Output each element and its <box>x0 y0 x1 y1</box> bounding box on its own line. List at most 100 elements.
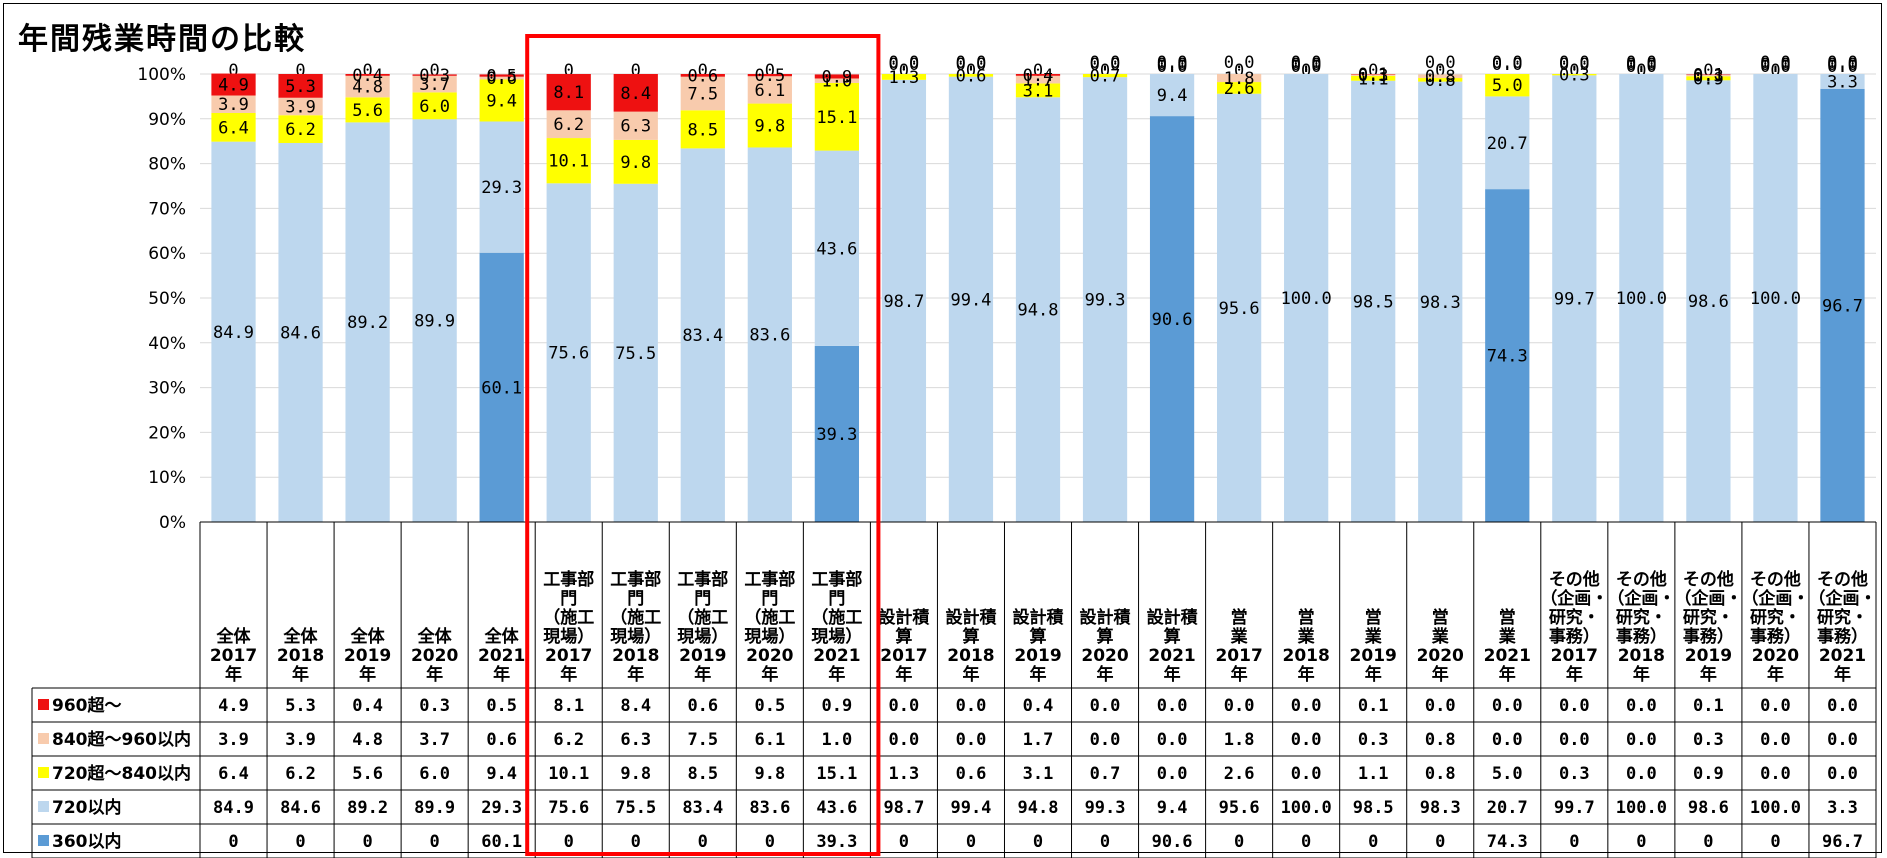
table-cell: 20.7 <box>1487 798 1528 818</box>
category-label: 設計積算 2017 年 <box>878 607 930 685</box>
data-label: 75.5 <box>615 344 656 364</box>
data-label: 0.6 <box>687 66 718 86</box>
table-cell: 0.1 <box>1358 696 1389 716</box>
table-cell: 3.9 <box>218 730 249 750</box>
table-cell: 5.0 <box>1492 764 1523 784</box>
data-label: 0.0 <box>1157 53 1188 73</box>
data-label: 5.3 <box>285 77 316 97</box>
table-cell: 4.9 <box>218 696 249 716</box>
table-cell: 0.0 <box>1090 696 1121 716</box>
data-label: 99.3 <box>1085 291 1126 311</box>
category-label: 営業 2020 年 <box>1417 607 1464 685</box>
bar-segment <box>479 76 524 80</box>
legend-label: 840超～960以内 <box>52 729 191 750</box>
table-cell: 0.0 <box>1425 696 1456 716</box>
data-label: 3.1 <box>1023 81 1054 101</box>
bar-segment <box>747 74 792 77</box>
data-label: 0.0 <box>1760 55 1791 75</box>
table-cell: 98.7 <box>883 798 924 818</box>
table-cell: 0 <box>1636 832 1646 852</box>
data-label: 0.0 <box>956 55 987 75</box>
data-label: 3.9 <box>285 97 316 117</box>
bar-segment <box>546 110 591 139</box>
table-cell: 6.4 <box>218 764 249 784</box>
category-label: 営業 2017 年 <box>1215 607 1262 685</box>
data-label: 99.4 <box>950 290 991 310</box>
bar-segment <box>1149 116 1195 522</box>
bar-segment <box>613 183 658 522</box>
bar-segment <box>814 345 860 522</box>
data-label: 0.0 <box>1090 55 1121 75</box>
data-label: 100.0 <box>1281 289 1332 309</box>
data-label: 0 <box>1770 61 1780 81</box>
category-label: 営業 2018 年 <box>1282 607 1329 685</box>
data-label: 0.0 <box>1157 55 1188 75</box>
category-label: 設計積算 2018 年 <box>945 607 997 685</box>
table-cell: 0.9 <box>822 696 853 716</box>
bar-segment <box>1418 74 1463 79</box>
bar-segment <box>1619 74 1664 522</box>
bar-segment <box>278 115 323 143</box>
table-cell: 8.1 <box>553 696 584 716</box>
table-cell: 0.4 <box>352 696 383 716</box>
data-label: 98.7 <box>883 292 924 312</box>
data-label: 15.1 <box>816 108 857 128</box>
data-label: 0.0 <box>1492 55 1523 75</box>
bar-segment <box>345 75 390 98</box>
bar-segment <box>1686 80 1731 522</box>
y-tick-label: 60% <box>148 244 186 264</box>
data-label: 74.3 <box>1487 347 1528 367</box>
data-label: 98.5 <box>1353 292 1394 312</box>
bar-segment <box>345 74 390 76</box>
table-cell: 0.0 <box>1492 730 1523 750</box>
data-label: 2.6 <box>1224 79 1255 99</box>
table-cell: 74.3 <box>1487 832 1528 852</box>
category-label: 全体 2017 年 <box>210 626 257 685</box>
table-cell: 0.0 <box>1157 730 1188 750</box>
table-cell: 0.4 <box>1023 696 1054 716</box>
bar-segment <box>479 79 524 122</box>
data-label: 3.9 <box>218 95 249 115</box>
data-label: 20.7 <box>1487 134 1528 154</box>
table-cell: 7.5 <box>687 730 718 750</box>
table-cell: 0 <box>1234 832 1244 852</box>
data-label: 98.3 <box>1420 293 1461 313</box>
data-label: 0.0 <box>1291 55 1322 75</box>
bar-segment <box>211 141 256 522</box>
y-tick-label: 0% <box>159 513 186 533</box>
y-tick-label: 80% <box>148 155 186 175</box>
data-label: 0 <box>295 61 305 81</box>
table-cell: 0 <box>228 832 238 852</box>
table-cell: 0 <box>362 832 372 852</box>
bar-segment <box>479 74 524 77</box>
table-cell: 0.3 <box>1358 730 1389 750</box>
data-label: 0 <box>1435 61 1445 81</box>
table-cell: 0.6 <box>956 764 987 784</box>
table-cell: 0.0 <box>1291 730 1322 750</box>
table-cell: 0.8 <box>1425 730 1456 750</box>
category-label: 設計積算 2019 年 <box>1013 607 1065 685</box>
data-label: 0.0 <box>1626 53 1657 73</box>
legend-key <box>38 733 49 744</box>
data-label: 83.6 <box>749 326 790 346</box>
table-cell: 3.9 <box>285 730 316 750</box>
data-label: 0.3 <box>1358 66 1389 86</box>
category-label: その他（企画・研究・事務） 2017 年 <box>1540 569 1608 685</box>
bar-segment <box>1015 83 1061 98</box>
bar-segment <box>345 97 390 123</box>
table-cell: 0.0 <box>1291 696 1322 716</box>
bar-segment <box>278 142 323 522</box>
table-cell: 1.3 <box>889 764 920 784</box>
data-label: 5.0 <box>1492 76 1523 96</box>
data-label: 5.6 <box>352 101 383 121</box>
data-label: 0.0 <box>1626 57 1657 77</box>
data-label: 0.7 <box>1090 67 1121 87</box>
bar-segment <box>1351 75 1396 81</box>
table-cell: 0 <box>698 832 708 852</box>
bar-segment <box>345 122 390 522</box>
table-cell: 0 <box>430 832 440 852</box>
data-label: 0.0 <box>956 53 987 73</box>
table-cell: 6.2 <box>285 764 316 784</box>
legend-key <box>38 835 49 846</box>
table-cell: 0.0 <box>1626 730 1657 750</box>
